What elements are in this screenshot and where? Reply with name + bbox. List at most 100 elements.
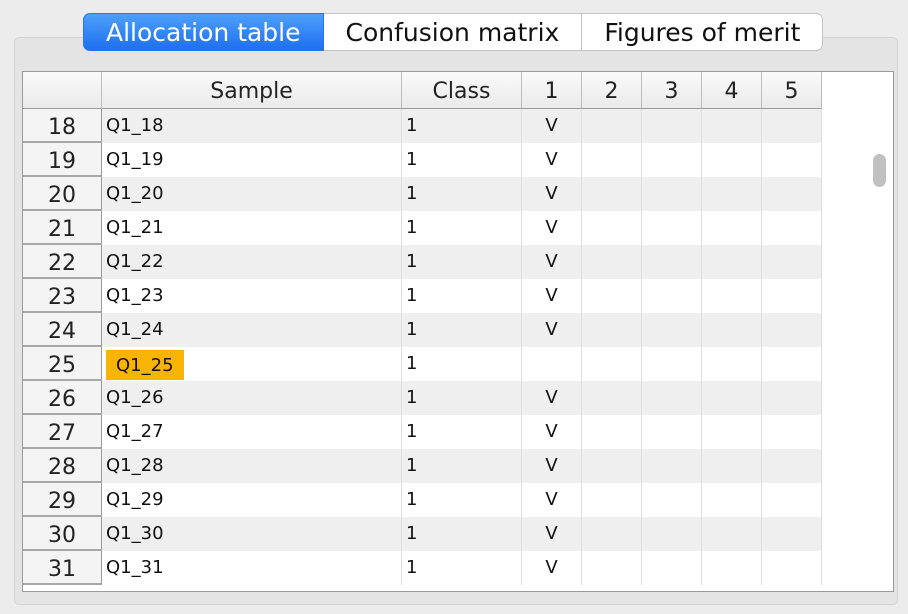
cell-class[interactable]: 1 xyxy=(402,143,522,177)
cell-col-1[interactable]: V xyxy=(522,415,582,449)
cell-class[interactable]: 1 xyxy=(402,211,522,245)
table-row[interactable]: 26 Q1_26 1 V xyxy=(23,381,822,415)
table-row[interactable]: 29 Q1_29 1 V xyxy=(23,483,822,517)
scrollbar-thumb[interactable] xyxy=(873,154,886,187)
cell-sample[interactable]: Q1_24 xyxy=(102,313,402,347)
cell-col-4[interactable] xyxy=(702,347,762,381)
cell-col-2[interactable] xyxy=(582,415,642,449)
cell-col-1[interactable] xyxy=(522,347,582,381)
cell-col-3[interactable] xyxy=(642,551,702,585)
cell-col-3[interactable] xyxy=(642,381,702,415)
header-col-3[interactable]: 3 xyxy=(642,72,702,109)
cell-col-1[interactable]: V xyxy=(522,143,582,177)
cell-sample[interactable]: Q1_23 xyxy=(102,279,402,313)
table-row[interactable]: 23 Q1_23 1 V xyxy=(23,279,822,313)
cell-col-2[interactable] xyxy=(582,143,642,177)
cell-class[interactable]: 1 xyxy=(402,177,522,211)
cell-class[interactable]: 1 xyxy=(402,449,522,483)
cell-sample[interactable]: Q1_20 xyxy=(102,177,402,211)
table-row[interactable]: 19 Q1_19 1 V xyxy=(23,143,822,177)
cell-col-3[interactable] xyxy=(642,517,702,551)
cell-col-3[interactable] xyxy=(642,245,702,279)
cell-col-2[interactable] xyxy=(582,109,642,143)
table-row[interactable]: 28 Q1_28 1 V xyxy=(23,449,822,483)
header-col-2[interactable]: 2 xyxy=(582,72,642,109)
cell-col-3[interactable] xyxy=(642,109,702,143)
cell-sample[interactable]: Q1_28 xyxy=(102,449,402,483)
cell-col-3[interactable] xyxy=(642,313,702,347)
cell-col-4[interactable] xyxy=(702,279,762,313)
cell-class[interactable]: 1 xyxy=(402,517,522,551)
cell-col-5[interactable] xyxy=(762,449,822,483)
cell-col-5[interactable] xyxy=(762,245,822,279)
vertical-scrollbar[interactable] xyxy=(861,109,893,591)
cell-col-5[interactable] xyxy=(762,143,822,177)
cell-class[interactable]: 1 xyxy=(402,279,522,313)
cell-col-4[interactable] xyxy=(702,381,762,415)
cell-col-1[interactable]: V xyxy=(522,313,582,347)
cell-col-2[interactable] xyxy=(582,245,642,279)
cell-col-4[interactable] xyxy=(702,143,762,177)
table-row[interactable]: 30 Q1_30 1 V xyxy=(23,517,822,551)
cell-col-5[interactable] xyxy=(762,381,822,415)
cell-col-5[interactable] xyxy=(762,347,822,381)
cell-col-2[interactable] xyxy=(582,483,642,517)
highlighted-sample[interactable]: Q1_25 xyxy=(106,350,184,380)
header-col-5[interactable]: 5 xyxy=(762,72,822,109)
cell-col-1[interactable]: V xyxy=(522,279,582,313)
cell-col-1[interactable]: V xyxy=(522,381,582,415)
cell-col-2[interactable] xyxy=(582,177,642,211)
cell-col-1[interactable]: V xyxy=(522,551,582,585)
header-col-1[interactable]: 1 xyxy=(522,72,582,109)
cell-class[interactable]: 1 xyxy=(402,415,522,449)
cell-col-1[interactable]: V xyxy=(522,109,582,143)
cell-col-5[interactable] xyxy=(762,313,822,347)
cell-col-3[interactable] xyxy=(642,143,702,177)
cell-col-2[interactable] xyxy=(582,381,642,415)
cell-sample[interactable]: Q1_29 xyxy=(102,483,402,517)
cell-col-3[interactable] xyxy=(642,449,702,483)
cell-col-2[interactable] xyxy=(582,449,642,483)
cell-col-3[interactable] xyxy=(642,347,702,381)
cell-col-4[interactable] xyxy=(702,245,762,279)
table-row[interactable]: 22 Q1_22 1 V xyxy=(23,245,822,279)
cell-class[interactable]: 1 xyxy=(402,483,522,517)
tab-figures-of-merit[interactable]: Figures of merit xyxy=(582,13,824,51)
table-row[interactable]: 31 Q1_31 1 V xyxy=(23,551,822,585)
cell-col-2[interactable] xyxy=(582,517,642,551)
cell-col-5[interactable] xyxy=(762,415,822,449)
cell-col-1[interactable]: V xyxy=(522,517,582,551)
table-row[interactable]: 27 Q1_27 1 V xyxy=(23,415,822,449)
cell-class[interactable]: 1 xyxy=(402,109,522,143)
cell-col-5[interactable] xyxy=(762,279,822,313)
table-row[interactable]: 20 Q1_20 1 V xyxy=(23,177,822,211)
cell-sample[interactable]: Q1_31 xyxy=(102,551,402,585)
cell-col-4[interactable] xyxy=(702,109,762,143)
cell-sample[interactable]: Q1_21 xyxy=(102,211,402,245)
table-row[interactable]: 21 Q1_21 1 V xyxy=(23,211,822,245)
cell-sample[interactable]: Q1_27 xyxy=(102,415,402,449)
cell-col-4[interactable] xyxy=(702,517,762,551)
cell-col-2[interactable] xyxy=(582,347,642,381)
cell-col-4[interactable] xyxy=(702,551,762,585)
header-sample[interactable]: Sample xyxy=(102,72,402,109)
cell-sample[interactable]: Q1_19 xyxy=(102,143,402,177)
cell-col-3[interactable] xyxy=(642,177,702,211)
cell-class[interactable]: 1 xyxy=(402,347,522,381)
cell-sample[interactable]: Q1_26 xyxy=(102,381,402,415)
cell-col-4[interactable] xyxy=(702,177,762,211)
table-row[interactable]: 24 Q1_24 1 V xyxy=(23,313,822,347)
cell-class[interactable]: 1 xyxy=(402,245,522,279)
header-row-number[interactable] xyxy=(23,72,102,109)
cell-sample[interactable]: Q1_18 xyxy=(102,109,402,143)
cell-col-5[interactable] xyxy=(762,551,822,585)
cell-col-5[interactable] xyxy=(762,517,822,551)
cell-col-4[interactable] xyxy=(702,313,762,347)
header-col-4[interactable]: 4 xyxy=(702,72,762,109)
cell-col-2[interactable] xyxy=(582,211,642,245)
cell-col-5[interactable] xyxy=(762,177,822,211)
cell-col-1[interactable]: V xyxy=(522,483,582,517)
cell-col-2[interactable] xyxy=(582,313,642,347)
cell-col-2[interactable] xyxy=(582,551,642,585)
header-class[interactable]: Class xyxy=(402,72,522,109)
